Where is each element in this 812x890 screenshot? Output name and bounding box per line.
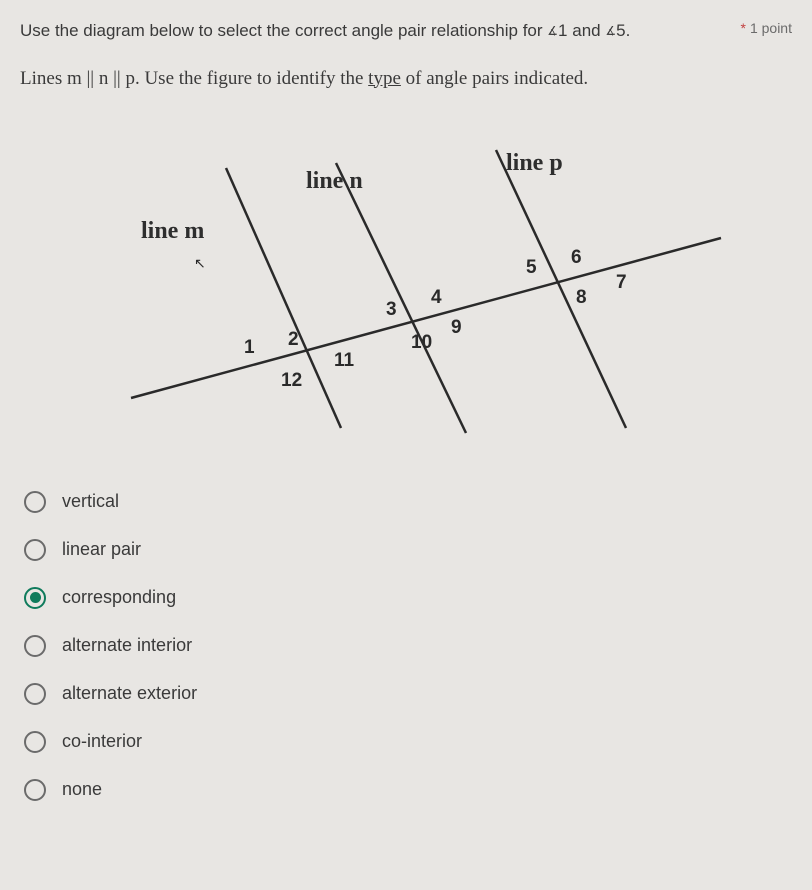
radio-icon <box>24 731 46 753</box>
transversal-line <box>131 238 721 398</box>
angle-3: 3 <box>386 299 397 320</box>
label-line-m: line m <box>141 218 204 244</box>
diagram-svg: line m line n line p ↖ 1 2 11 12 3 4 9 1… <box>86 108 726 448</box>
angle-10: 10 <box>411 332 432 353</box>
radio-icon <box>24 491 46 513</box>
question-text: Use the diagram below to select the corr… <box>20 18 721 44</box>
points-badge: *1 point <box>741 20 793 36</box>
radio-icon <box>24 779 46 801</box>
option-none[interactable]: none <box>20 766 792 814</box>
cursor-icon: ↖ <box>194 255 206 271</box>
instr-pre: Lines m || n || p. Use the figure to ide… <box>20 68 368 89</box>
angle-5: 5 <box>526 257 537 278</box>
angle-8: 8 <box>576 287 587 308</box>
option-alternate-interior[interactable]: alternate interior <box>20 622 792 670</box>
angle-symbol-1: ∡ <box>547 24 558 38</box>
angle-2: 2 <box>288 329 299 350</box>
option-label: linear pair <box>62 539 141 560</box>
q-angle1: 1 <box>558 21 567 40</box>
option-label: corresponding <box>62 587 176 608</box>
option-label: none <box>62 779 102 800</box>
q-angle2: 5 <box>616 21 625 40</box>
angle-9: 9 <box>451 317 462 338</box>
radio-icon <box>24 587 46 609</box>
question-header: Use the diagram below to select the corr… <box>20 18 792 44</box>
angle-symbol-2: ∡ <box>605 24 616 38</box>
option-label: vertical <box>62 491 119 512</box>
option-label: alternate exterior <box>62 683 197 704</box>
angle-12: 12 <box>281 370 302 391</box>
q-prefix: Use the diagram below to select the corr… <box>20 21 547 40</box>
instr-post: of angle pairs indicated. <box>401 68 588 89</box>
option-vertical[interactable]: vertical <box>20 478 792 526</box>
angle-11: 11 <box>334 350 355 371</box>
options-list: vertical linear pair corresponding alter… <box>20 478 792 814</box>
radio-icon <box>24 539 46 561</box>
diagram: line m line n line p ↖ 1 2 11 12 3 4 9 1… <box>20 108 792 448</box>
option-linear-pair[interactable]: linear pair <box>20 526 792 574</box>
instr-underlined: type <box>368 68 401 89</box>
parallel-line-n <box>336 163 466 433</box>
label-line-n: line n <box>306 168 363 194</box>
angle-4: 4 <box>431 287 442 308</box>
option-label: alternate interior <box>62 635 192 656</box>
parallel-line-p <box>496 150 626 428</box>
q-suffix: . <box>626 21 631 40</box>
radio-icon <box>24 683 46 705</box>
option-label: co-interior <box>62 731 142 752</box>
radio-icon <box>24 635 46 657</box>
q-mid: and <box>568 21 606 40</box>
option-corresponding[interactable]: corresponding <box>20 574 792 622</box>
instruction-text: Lines m || n || p. Use the figure to ide… <box>20 68 792 90</box>
option-alternate-exterior[interactable]: alternate exterior <box>20 670 792 718</box>
angle-7: 7 <box>616 272 627 293</box>
label-line-p: line p <box>506 150 563 176</box>
points-label: 1 point <box>750 20 792 36</box>
required-star-icon: * <box>741 20 746 36</box>
angle-6: 6 <box>571 247 582 268</box>
option-co-interior[interactable]: co-interior <box>20 718 792 766</box>
angle-1: 1 <box>244 337 255 358</box>
